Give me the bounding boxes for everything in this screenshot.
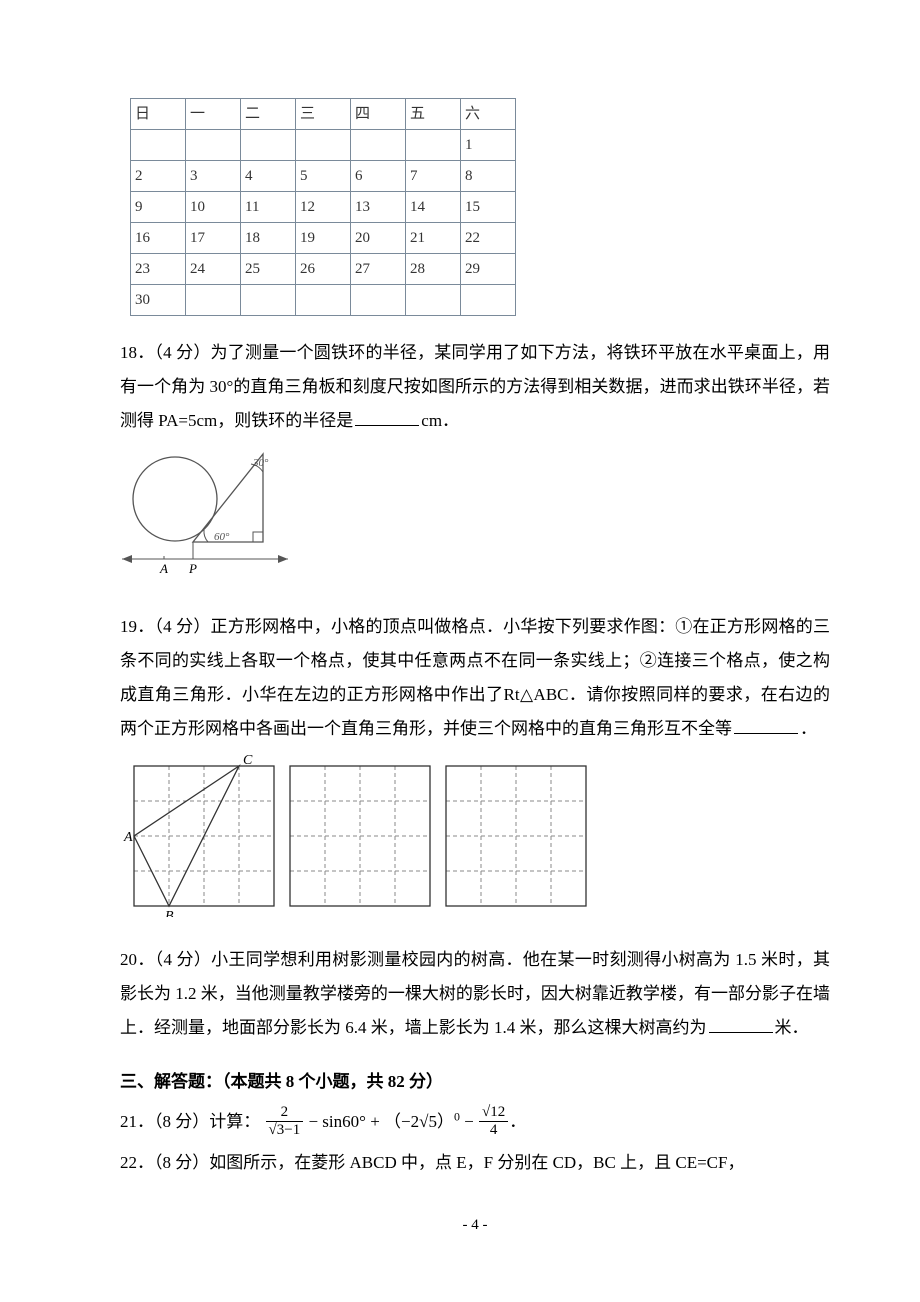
calendar-cell bbox=[186, 130, 241, 161]
calendar-cell: 13 bbox=[351, 192, 406, 223]
calendar-cell: 14 bbox=[406, 192, 461, 223]
svg-text:C: C bbox=[243, 753, 253, 768]
q20-label: 20．（4 分） bbox=[120, 950, 211, 969]
q21-frac1: 2 √3−1 bbox=[266, 1104, 304, 1138]
calendar-cell: 8 bbox=[461, 161, 516, 192]
q19-tail: ． bbox=[800, 719, 817, 738]
calendar-cell bbox=[461, 285, 516, 316]
svg-text:P: P bbox=[188, 561, 197, 576]
q19-text: 正方形网格中，小格的顶点叫做格点．小华按下列要求作图：①在正方形网格的三条不同的… bbox=[120, 617, 830, 738]
calendar-cell bbox=[186, 285, 241, 316]
q21-op2: + bbox=[370, 1112, 380, 1131]
q18-text: 为了测量一个圆铁环的半径，某同学用了如下方法，将铁环平放在水平桌面上，用有一个角… bbox=[120, 343, 830, 430]
calendar-cell: 28 bbox=[406, 254, 461, 285]
question-18: 18．（4 分）为了测量一个圆铁环的半径，某同学用了如下方法，将铁环平放在水平桌… bbox=[120, 336, 830, 438]
calendar-cell: 24 bbox=[186, 254, 241, 285]
calendar-cell: 7 bbox=[406, 161, 461, 192]
calendar-cell: 三 bbox=[296, 99, 351, 130]
q20-blank bbox=[709, 1013, 773, 1033]
q21-frac2: √12 4 bbox=[479, 1104, 508, 1138]
calendar-cell: 25 bbox=[241, 254, 296, 285]
question-22: 22．（8 分）如图所示，在菱形 ABCD 中，点 E，F 分别在 CD，BC … bbox=[120, 1146, 830, 1180]
calendar-cell: 5 bbox=[296, 161, 351, 192]
q18-figure: 30° 60° A P bbox=[120, 444, 830, 596]
grid-panels-diagram: A B C bbox=[120, 752, 600, 917]
q18-label: 18．（4 分） bbox=[120, 343, 211, 362]
calendar-cell: 15 bbox=[461, 192, 516, 223]
q21-term3-base: （−2√5） bbox=[384, 1112, 454, 1131]
calendar-cell bbox=[296, 130, 351, 161]
circle-triangle-diagram: 30° 60° A P bbox=[120, 444, 290, 584]
calendar-cell: 30 bbox=[131, 285, 186, 316]
calendar-cell: 20 bbox=[351, 223, 406, 254]
q21-frac2-den: 4 bbox=[479, 1122, 508, 1139]
svg-text:A: A bbox=[159, 561, 168, 576]
calendar-cell: 11 bbox=[241, 192, 296, 223]
calendar-cell bbox=[296, 285, 351, 316]
q21-tail: ． bbox=[509, 1112, 526, 1131]
q22-label: 22．（8 分） bbox=[120, 1153, 209, 1172]
q20-unit: 米． bbox=[775, 1018, 809, 1037]
calendar-cell: 26 bbox=[296, 254, 351, 285]
question-20: 20．（4 分）小王同学想利用树影测量校园内的树高．他在某一时刻测得小树高为 1… bbox=[120, 943, 830, 1045]
q18-blank bbox=[355, 406, 419, 426]
calendar-cell bbox=[351, 285, 406, 316]
calendar-cell: 10 bbox=[186, 192, 241, 223]
q21-frac1-num: 2 bbox=[266, 1104, 304, 1122]
calendar-cell: 4 bbox=[241, 161, 296, 192]
question-19: 19．（4 分）正方形网格中，小格的顶点叫做格点．小华按下列要求作图：①在正方形… bbox=[120, 610, 830, 746]
calendar-cell: 18 bbox=[241, 223, 296, 254]
q22-text: 如图所示，在菱形 ABCD 中，点 E，F 分别在 CD，BC 上，且 CE=C… bbox=[209, 1153, 744, 1172]
calendar-cell: 四 bbox=[351, 99, 406, 130]
section-3-title: 三、解答题：（本题共 8 个小题，共 82 分） bbox=[120, 1065, 830, 1099]
calendar-cell: 9 bbox=[131, 192, 186, 223]
q18-unit: cm． bbox=[421, 411, 459, 430]
calendar-cell: 12 bbox=[296, 192, 351, 223]
page-number-text: - 4 - bbox=[463, 1217, 488, 1233]
calendar-cell: 16 bbox=[131, 223, 186, 254]
calendar-cell: 六 bbox=[461, 99, 516, 130]
calendar-cell bbox=[351, 130, 406, 161]
calendar-cell: 2 bbox=[131, 161, 186, 192]
calendar-cell bbox=[131, 130, 186, 161]
calendar-cell: 21 bbox=[406, 223, 461, 254]
q21-op1: − bbox=[308, 1112, 318, 1131]
calendar-cell bbox=[241, 130, 296, 161]
q21-term2: sin60° bbox=[322, 1112, 366, 1131]
calendar-cell bbox=[406, 285, 461, 316]
svg-text:B: B bbox=[165, 909, 174, 917]
calendar-cell: 23 bbox=[131, 254, 186, 285]
calendar-cell: 19 bbox=[296, 223, 351, 254]
q21-frac1-den: √3−1 bbox=[266, 1122, 304, 1139]
calendar-cell: 6 bbox=[351, 161, 406, 192]
section-3-title-text: 三、解答题：（本题共 8 个小题，共 82 分） bbox=[120, 1072, 443, 1091]
q21-op3: − bbox=[464, 1112, 474, 1131]
q21-term3-exp: 0 bbox=[454, 1109, 460, 1123]
q19-blank bbox=[734, 714, 798, 734]
q19-label: 19．（4 分） bbox=[120, 617, 211, 636]
q21-label: 21．（8 分）计算： bbox=[120, 1112, 260, 1131]
calendar-cell: 22 bbox=[461, 223, 516, 254]
q21-frac2-num: √12 bbox=[479, 1104, 508, 1122]
svg-text:A: A bbox=[123, 830, 133, 845]
svg-text:30°: 30° bbox=[252, 457, 269, 469]
calendar-cell: 1 bbox=[461, 130, 516, 161]
calendar-cell: 27 bbox=[351, 254, 406, 285]
page-number: - 4 - bbox=[120, 1210, 830, 1240]
calendar-cell: 29 bbox=[461, 254, 516, 285]
calendar-cell: 二 bbox=[241, 99, 296, 130]
calendar-table: 日一二三四五六123456789101112131415161718192021… bbox=[130, 98, 516, 316]
q19-figure: A B C bbox=[120, 752, 830, 929]
question-21: 21．（8 分）计算： 2 √3−1 − sin60° + （−2√5）0 − … bbox=[120, 1105, 830, 1140]
calendar-cell bbox=[241, 285, 296, 316]
calendar-cell: 五 bbox=[406, 99, 461, 130]
calendar-cell: 3 bbox=[186, 161, 241, 192]
calendar-cell bbox=[406, 130, 461, 161]
svg-text:60°: 60° bbox=[214, 531, 230, 543]
calendar-cell: 17 bbox=[186, 223, 241, 254]
calendar-cell: 一 bbox=[186, 99, 241, 130]
calendar-cell: 日 bbox=[131, 99, 186, 130]
